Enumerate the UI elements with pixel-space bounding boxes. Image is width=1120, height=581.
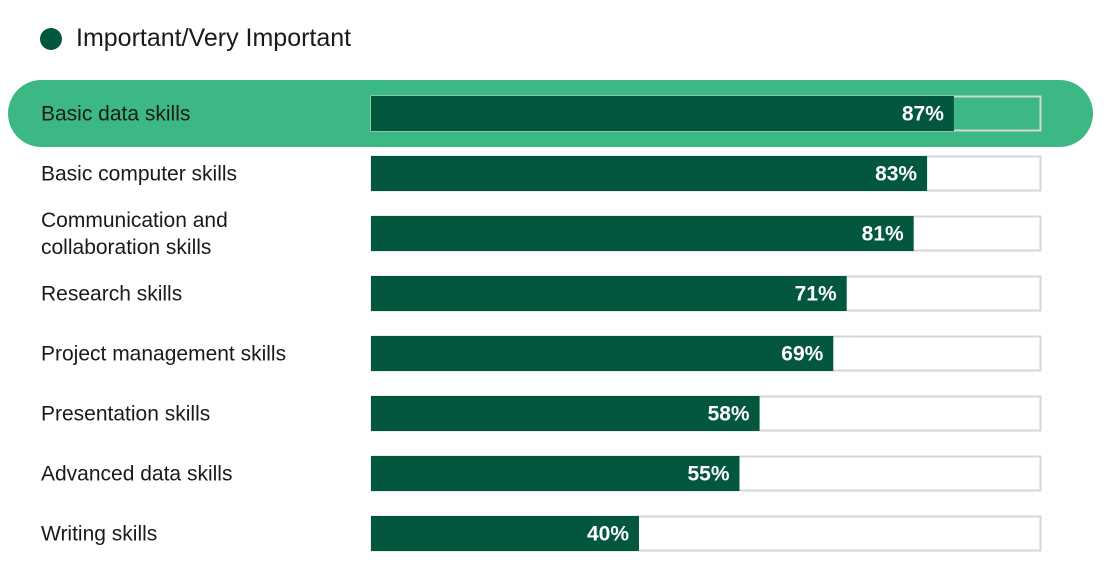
value-label: 71% bbox=[795, 283, 837, 306]
category-label-line: Writing skills bbox=[41, 523, 157, 546]
category-label-line: Advanced data skills bbox=[41, 463, 232, 486]
bar bbox=[371, 396, 760, 431]
category-label: Basic computer skills bbox=[41, 163, 237, 186]
category-label: Writing skills bbox=[41, 523, 157, 546]
bar bbox=[371, 336, 834, 371]
category-label-line: Research skills bbox=[41, 283, 182, 306]
category-label: Advanced data skills bbox=[41, 463, 232, 486]
legend-label: Important/Very Important bbox=[76, 24, 352, 52]
bar bbox=[371, 156, 928, 191]
bar bbox=[371, 216, 914, 251]
category-label: Presentation skills bbox=[41, 403, 210, 426]
bar bbox=[371, 456, 740, 491]
category-label-line: Presentation skills bbox=[41, 403, 210, 426]
value-label: 81% bbox=[862, 223, 904, 246]
category-label-line: Project management skills bbox=[41, 343, 286, 366]
category-label-line: Communication and bbox=[41, 209, 228, 232]
category-label: Project management skills bbox=[41, 343, 286, 366]
category-label: Basic data skills bbox=[41, 103, 190, 126]
value-label: 40% bbox=[587, 523, 629, 546]
bar bbox=[371, 276, 847, 311]
category-label-line: Basic data skills bbox=[41, 103, 190, 126]
bar bbox=[371, 516, 639, 551]
category-label-line: collaboration skills bbox=[41, 236, 211, 259]
category-label: Communication and collaboration skills bbox=[41, 209, 228, 259]
value-label: 69% bbox=[781, 343, 823, 366]
chart-legend: Important/Very Important bbox=[40, 24, 351, 53]
legend-swatch bbox=[40, 27, 62, 50]
value-label: 87% bbox=[902, 103, 944, 126]
category-label: Research skills bbox=[41, 283, 182, 306]
value-label: 55% bbox=[687, 463, 729, 486]
bar bbox=[371, 96, 954, 131]
value-label: 58% bbox=[708, 403, 750, 426]
value-label: 83% bbox=[875, 163, 917, 186]
category-label-line: Basic computer skills bbox=[41, 163, 237, 186]
